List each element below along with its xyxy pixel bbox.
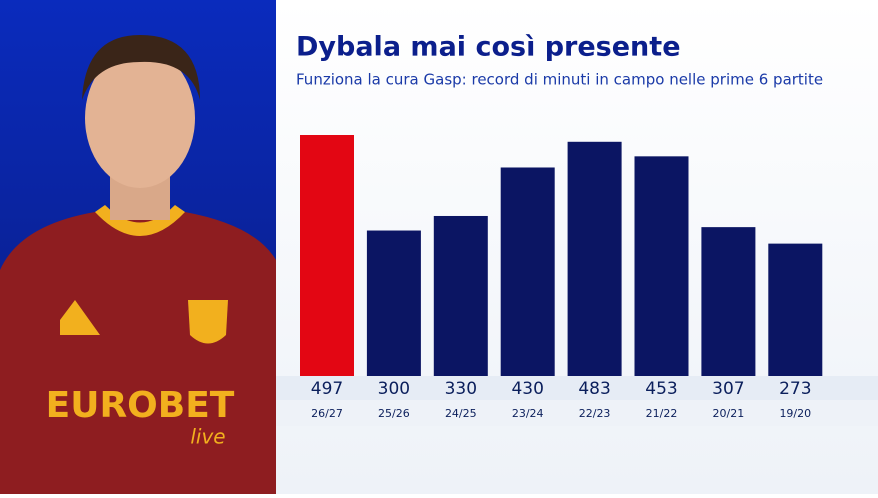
player-photo: EUROBET live: [0, 35, 276, 494]
value-label: 273: [779, 379, 811, 399]
x-tick-label: 21/22: [646, 407, 678, 420]
x-tick-label: 22/23: [579, 407, 611, 420]
bar: [500, 167, 555, 376]
sponsor: EUROBET: [46, 385, 235, 426]
x-tick-label: 20/21: [713, 407, 745, 420]
x-tick-label: 23/24: [512, 407, 544, 420]
value-label: 483: [578, 379, 610, 399]
value-label: 453: [645, 379, 677, 399]
x-tick-label: 26/27: [311, 407, 343, 420]
x-tick-label: 25/26: [378, 407, 410, 420]
value-label: 497: [311, 379, 343, 399]
chart-subtitle: Funziona la cura Gasp: record di minuti …: [296, 71, 823, 89]
bar: [300, 135, 354, 376]
x-tick-label: 19/20: [779, 407, 811, 420]
category-row: [276, 400, 878, 426]
bar: [701, 227, 756, 376]
value-label: 330: [445, 379, 477, 399]
bar: [768, 243, 823, 376]
sponsor-sub: live: [190, 425, 225, 449]
bar: [634, 156, 689, 376]
value-label: 307: [712, 379, 744, 399]
value-row: [276, 376, 878, 400]
bar: [567, 141, 622, 376]
value-label: 430: [511, 379, 543, 399]
value-label: 300: [378, 379, 410, 399]
chart-title: Dybala mai così presente: [296, 32, 681, 63]
bar: [366, 230, 421, 376]
x-tick-label: 24/25: [445, 407, 477, 420]
bar: [433, 215, 488, 376]
